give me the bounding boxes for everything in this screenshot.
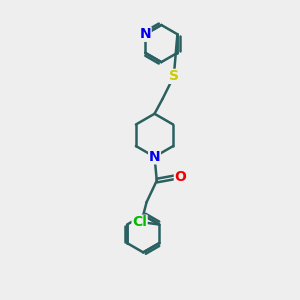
Text: N: N: [149, 150, 160, 164]
Text: N: N: [140, 27, 151, 41]
Text: O: O: [174, 170, 186, 184]
Text: S: S: [169, 69, 179, 83]
Text: Cl: Cl: [132, 215, 147, 229]
